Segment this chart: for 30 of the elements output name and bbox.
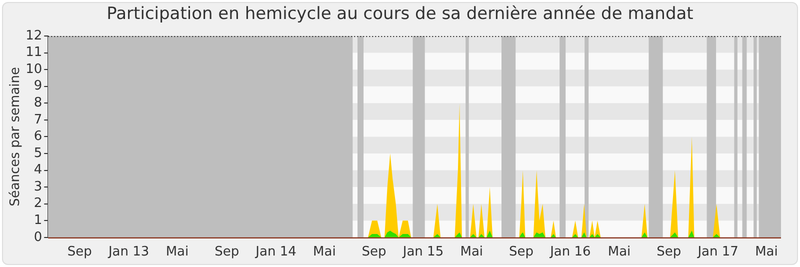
- x-tick-label: Mai: [755, 244, 778, 260]
- y-tick-label: 12: [26, 28, 42, 44]
- x-tick-label: Jan 17: [696, 244, 738, 260]
- x-tick-label: Jan 16: [549, 244, 591, 260]
- y-tick-label: 5: [34, 146, 42, 161]
- x-tick-label: Sep: [67, 244, 92, 260]
- y-tick-label: 11: [26, 45, 42, 60]
- y-tick-label: 7: [34, 112, 42, 128]
- y-tick-label: 10: [26, 62, 42, 77]
- x-tick-label: Mai: [166, 244, 189, 260]
- x-tick-label: Sep: [214, 244, 240, 260]
- x-tick-label: Jan 13: [107, 244, 150, 260]
- x-tick-label: Sep: [656, 244, 682, 260]
- y-tick-label: 3: [34, 179, 42, 194]
- y-tick-label: 0: [34, 230, 42, 245]
- chart-title: Participation en hemicycle au cours de sa dernière année de mandat: [106, 4, 694, 24]
- y-tick-label: 2: [34, 196, 42, 212]
- y-tick-label: 9: [34, 78, 42, 94]
- y-axis-title: Séances par semaine: [8, 66, 24, 206]
- x-tick-label: Sep: [362, 244, 386, 260]
- x-tick-label: Jan 15: [402, 244, 444, 260]
- x-tick-label: Mai: [313, 244, 336, 260]
- y-tick-label: 1: [34, 212, 42, 228]
- x-tick-label: Mai: [460, 244, 484, 260]
- x-tick-label: Jan 14: [254, 244, 296, 260]
- y-tick-label: 8: [34, 96, 42, 111]
- y-tick-label: 6: [34, 129, 42, 144]
- x-tick-label: Mai: [608, 244, 631, 260]
- x-tick-label: Sep: [508, 244, 534, 260]
- y-tick-label: 4: [34, 162, 42, 178]
